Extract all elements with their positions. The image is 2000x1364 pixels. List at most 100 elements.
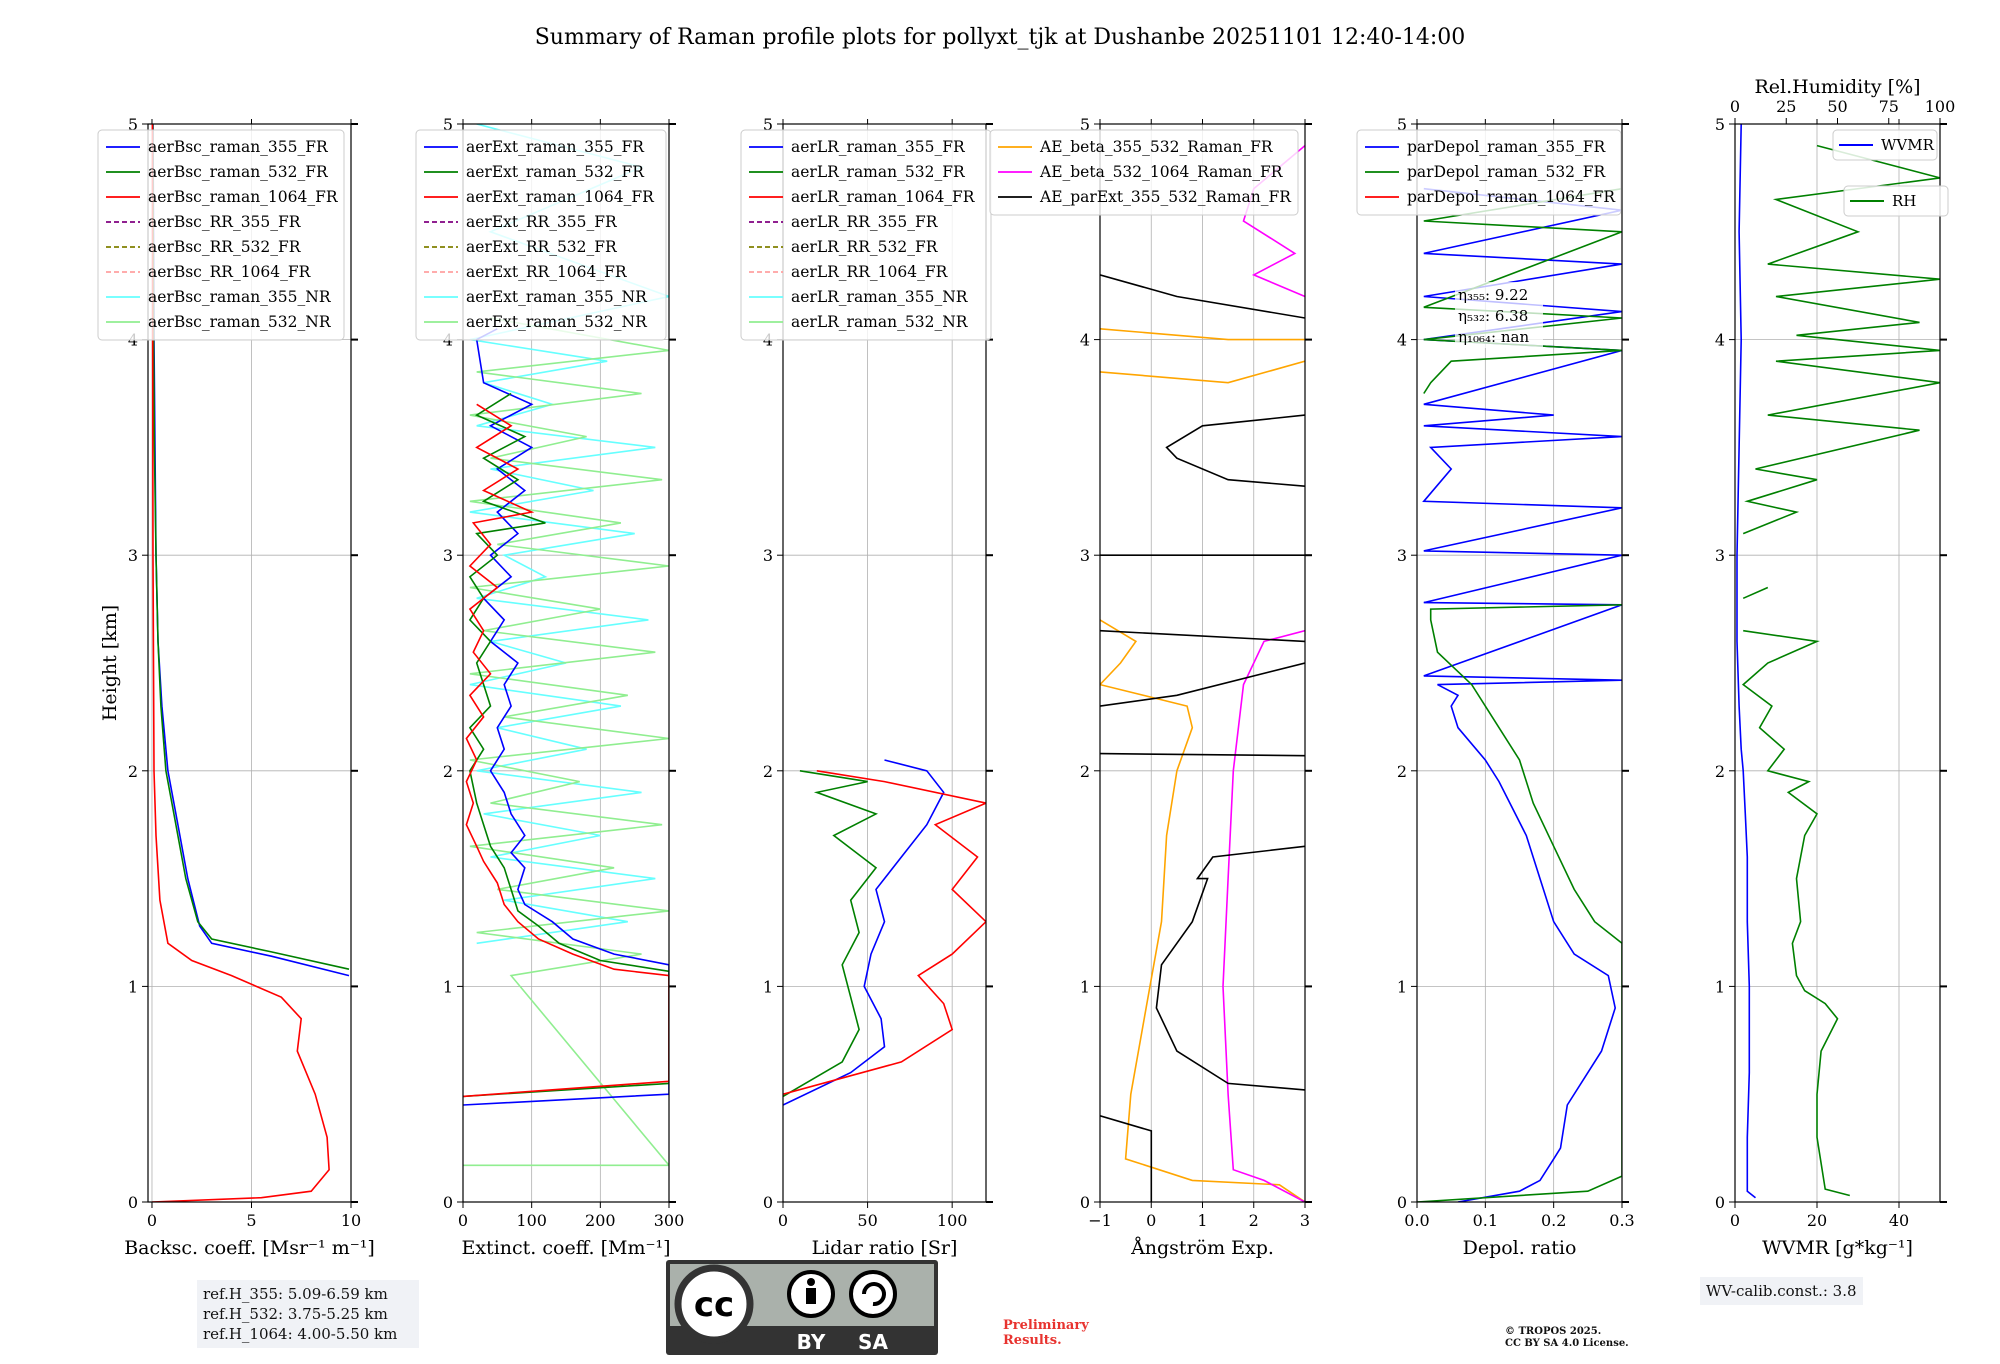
legend-box <box>989 129 1299 216</box>
preliminary-line-2: Results. <box>1003 1333 1062 1348</box>
legend-box <box>1832 129 1938 161</box>
series-line-AE_parExt_355_532_Raman_FR <box>1100 1115 1153 1202</box>
top-x-tick-label: 25 <box>1776 97 1796 116</box>
ref-h-532: ref.H_532: 3.75-5.25 km <box>203 1305 388 1323</box>
series-line-RH_2 <box>1742 586 1769 600</box>
y-tick-label: 2 <box>1715 762 1725 781</box>
y-tick-label: 5 <box>1715 115 1725 134</box>
legend-box <box>740 129 992 341</box>
series-group <box>151 124 350 1202</box>
y-tick-label: 3 <box>1397 546 1407 565</box>
series-line-AE_parExt_355_532_Raman_FR_7 <box>1165 414 1305 487</box>
legend-entry: aerExt_raman_355_FR <box>466 138 645 156</box>
series-line-WVMR <box>1736 124 1756 1199</box>
preliminary-line-1: Preliminary <box>1003 1318 1089 1333</box>
legend-entry: aerLR_raman_355_FR <box>791 138 966 156</box>
x-tick-label: 0 <box>458 1211 468 1230</box>
series-line-aerLR_raman_355_FR <box>783 759 945 1106</box>
series-line-AE_beta_355_532_Raman_FR <box>1100 619 1305 1202</box>
legend-entry: aerBsc_raman_532_FR <box>148 163 329 181</box>
axes-frame <box>462 123 670 1203</box>
legend-entry: AE_parExt_355_532_Raman_FR <box>1039 188 1292 206</box>
legend: AE_beta_355_532_Raman_FR AE_beta_532_1064… <box>989 129 1299 216</box>
legend-entry: aerExt_RR_1064_FR <box>466 263 628 281</box>
y-tick-label: 3 <box>1080 546 1090 565</box>
y-tick-label: 1 <box>1715 977 1725 996</box>
legend-entry: aerExt_raman_532_NR <box>466 313 648 331</box>
legend-entry: aerBsc_RR_1064_FR <box>148 263 312 281</box>
y-tick-label: 1 <box>763 977 773 996</box>
top-x-tick-label: 100 <box>1925 97 1956 116</box>
legend: parDepol_raman_355_FR parDepol_raman_532_… <box>1356 129 1622 216</box>
series-line-aerExt_raman_532_FR <box>463 392 669 1098</box>
y-tick-label: 2 <box>1397 762 1407 781</box>
panel-dep: 0.0 0.1 0.2 0.3 0 1 2 3 4 5 Depol. ratio parDepol_r… <box>1356 115 1635 1259</box>
y-tick-label: 5 <box>443 115 453 134</box>
legend-entry: aerLR_RR_1064_FR <box>791 263 949 281</box>
panel-wv: 0 20 40 0 1 2 3 4 5 WVMR [g*kg⁻¹] 0 25 50 75 100 Rel.Hu… <box>1715 76 1955 1259</box>
cc-license-badge[interactable]: cc BY SA <box>666 1260 938 1355</box>
sa-label: SA <box>858 1330 888 1354</box>
x-tick-label: 1 <box>1197 1211 1207 1230</box>
y-tick-label: 1 <box>128 977 138 996</box>
axes-frame <box>1416 123 1623 1203</box>
cc-icon-label: cc <box>694 1285 734 1325</box>
legend-entry: AE_beta_355_532_Raman_FR <box>1039 138 1274 156</box>
series-line-aerExt_raman_1064_FR <box>463 403 669 1098</box>
legend-entry: aerBsc_RR_532_FR <box>148 238 302 256</box>
y-tick-label: 5 <box>1080 115 1090 134</box>
axes-frame <box>1734 123 1941 1203</box>
series-line-aerExt_raman_532_NR <box>463 317 669 1167</box>
x-tick-label: 40 <box>1889 1211 1909 1230</box>
copyright-line-2: CC BY SA 4.0 License. <box>1505 1338 1629 1349</box>
top-x-tick-label: 75 <box>1879 97 1899 116</box>
y-tick-label: 3 <box>1715 546 1725 565</box>
legend: aerLR_raman_355_FR aerLR_raman_532_FR aerL… <box>740 129 992 341</box>
x-tick-label: 20 <box>1807 1211 1827 1230</box>
x-axis-label: Depol. ratio <box>1463 1237 1577 1259</box>
series-line-aerLR_raman_1064_FR <box>783 770 986 1095</box>
y-axis-label: Height [km] <box>99 605 121 721</box>
legend-box <box>97 129 345 341</box>
legend-entry: RH <box>1892 192 1916 210</box>
y-tick-label: 4 <box>1715 331 1725 350</box>
legend-entry: aerBsc_raman_532_NR <box>148 313 332 331</box>
x-axis-label: Lidar ratio [Sr] <box>812 1237 958 1259</box>
legend-entry: WVMR <box>1881 136 1935 154</box>
axes-frame <box>147 123 352 1203</box>
x-tick-label: 200 <box>585 1211 616 1230</box>
series-line-aerExt_raman_355_NR <box>469 124 669 945</box>
y-tick-label: 0 <box>763 1193 773 1212</box>
x-tick-label: 0.0 <box>1404 1211 1429 1230</box>
x-axis-label: WVMR [g*kg⁻¹] <box>1762 1237 1913 1259</box>
sa-arrow <box>862 1282 886 1307</box>
series-line-parDepol_raman_532_FR <box>1417 604 1622 1202</box>
series-line-AE_parExt_355_532_Raman_FR_8 <box>1100 274 1305 319</box>
y-tick-label: 2 <box>763 762 773 781</box>
y-tick-label: 3 <box>763 546 773 565</box>
y-tick-label: 4 <box>1397 331 1407 350</box>
y-tick-label: 0 <box>1397 1193 1407 1212</box>
legend-entry: aerLR_raman_1064_FR <box>791 188 976 206</box>
legend-entry: aerExt_raman_532_FR <box>466 163 645 181</box>
legend-entry: aerBsc_raman_355_FR <box>148 138 329 156</box>
y-tick-label: 0 <box>128 1193 138 1212</box>
legend-entry: parDepol_raman_355_FR <box>1407 138 1607 156</box>
series-line-RH_3 <box>1742 144 1940 535</box>
legend-entry: aerExt_RR_355_FR <box>466 213 618 231</box>
legend-entry: AE_beta_532_1064_Raman_FR <box>1039 163 1284 181</box>
y-tick-label: 4 <box>1080 331 1090 350</box>
top-x-tick-label: 0 <box>1730 97 1740 116</box>
x-tick-label: 10 <box>341 1211 361 1230</box>
eta-annotation: η₁₀₆₄: nan <box>1458 328 1529 346</box>
sa-share-icon <box>849 1270 897 1318</box>
top-x-tick-label: 50 <box>1827 97 1847 116</box>
legend-entry: aerExt_raman_1064_FR <box>466 188 655 206</box>
x-axis-label: Extinct. coeff. [Mm⁻¹] <box>461 1237 670 1259</box>
by-person-body <box>806 1288 816 1304</box>
y-tick-label: 0 <box>1080 1193 1090 1212</box>
x-axis-label: Ångström Exp. <box>1130 1237 1274 1259</box>
series-line-AE_beta_355_532_Raman_FR_2 <box>1100 328 1305 341</box>
